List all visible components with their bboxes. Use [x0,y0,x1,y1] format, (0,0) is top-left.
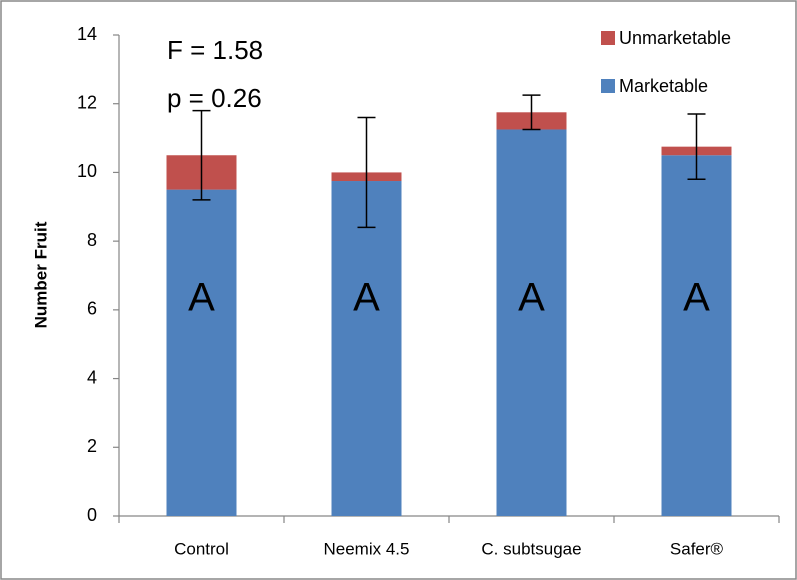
bar-segment [166,189,237,516]
bar-segment [496,129,567,516]
annotation: F = 1.58 [167,35,263,65]
y-tick-label: 14 [77,24,97,44]
group-letter: A [683,276,710,320]
legend-swatch [601,31,615,45]
x-tick-label: Control [174,539,229,558]
annotation: p = 0.26 [167,83,262,113]
y-axis-label: Number Fruit [31,221,50,328]
error-bar [192,109,211,201]
legend-label: Marketable [619,76,708,96]
y-tick-label: 10 [77,161,97,181]
y-tick-label: 6 [87,299,97,319]
legend-label: Unmarketable [619,28,731,48]
y-tick-label: 2 [87,436,97,456]
error-bar [687,113,706,181]
x-tick-label: Safer® [670,539,724,558]
group-letter: A [353,276,380,320]
y-tick-label: 0 [87,505,97,525]
group-letter: A [188,276,215,320]
x-tick-label: Neemix 4.5 [324,539,410,558]
y-tick-label: 8 [87,230,97,250]
bar-segment [661,155,732,516]
x-tick-label: C. subtsugae [481,539,581,558]
legend-swatch [601,79,615,93]
error-bar [522,94,541,131]
bar-segment [331,181,402,516]
y-tick-label: 4 [87,367,97,387]
group-letter: A [518,276,545,320]
error-bar [357,116,376,229]
y-tick-label: 12 [77,92,97,112]
